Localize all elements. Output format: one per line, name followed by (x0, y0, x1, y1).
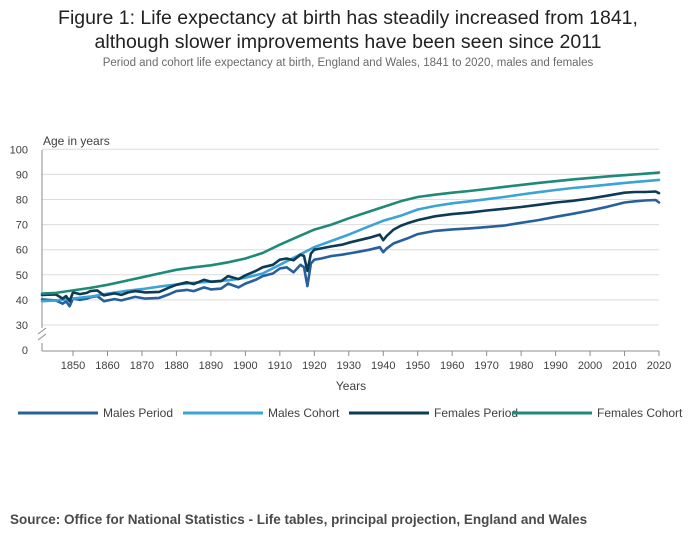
x-tick-label: 1940 (371, 360, 395, 372)
x-tick-label: 1980 (509, 360, 533, 372)
x-tick-label: 1880 (164, 360, 188, 372)
x-axis-ticks: 1850 1860 1870 1880 1890 1900 1910 1920 1930 1940… (61, 351, 671, 372)
y-tick-label: 30 (16, 320, 28, 332)
y-axis-label: Age in years (43, 134, 110, 148)
x-tick-label: 1990 (543, 360, 567, 372)
x-tick-label: 1910 (268, 360, 292, 372)
source-note: Source: Office for National Statistics -… (10, 512, 588, 527)
x-tick-label: 2000 (578, 360, 602, 372)
x-tick-label: 1890 (199, 360, 223, 372)
series-line-females-period (40, 190, 661, 303)
legend-label: Males Period (103, 406, 173, 420)
x-tick-label: 2010 (612, 360, 636, 372)
legend-label: Females Cohort (597, 406, 683, 420)
x-tick-label: 1860 (95, 360, 119, 372)
legend: Males Period Males Cohort Females Period Fe… (18, 406, 683, 420)
x-tick-label: 1930 (337, 360, 361, 372)
x-tick-label: 1900 (233, 360, 257, 372)
axis-break-mark (37, 327, 47, 335)
chart-title-line1: Figure 1: Life expectancy at birth has s… (58, 7, 638, 29)
chart-title-line2: although slower improvements have been s… (94, 31, 602, 53)
x-axis-label: Years (336, 379, 366, 393)
y-tick-label: 50 (16, 270, 28, 282)
y-tick-label: 60 (16, 245, 28, 257)
x-tick-label: 1920 (302, 360, 326, 372)
x-tick-label: 1970 (474, 360, 498, 372)
x-tick-label: 1950 (405, 360, 429, 372)
series-line-females-cohort (40, 171, 661, 295)
series-lines (40, 171, 661, 308)
y-axis-ticks: 0 30 40 50 60 70 80 90 100 (10, 144, 28, 357)
y-tick-label: 0 (22, 345, 28, 357)
legend-label: Females Period (434, 406, 518, 420)
series-line-males-cohort (40, 178, 661, 303)
chart-subtitle: Period and cohort life expectancy at bir… (102, 57, 594, 69)
chart-title: Figure 1: Life expectancy at birth has s… (0, 6, 696, 54)
axis-break-mark (37, 333, 47, 341)
y-tick-label: 70 (16, 220, 28, 232)
x-tick-label: 1960 (440, 360, 464, 372)
series-line-males-period (40, 198, 661, 308)
x-tick-label: 1870 (130, 360, 154, 372)
y-tick-label: 100 (10, 144, 28, 156)
x-tick-label: 2020 (647, 360, 671, 372)
legend-label: Males Cohort (268, 406, 340, 420)
y-tick-label: 90 (16, 169, 28, 181)
x-tick-label: 1850 (61, 360, 85, 372)
y-tick-label: 40 (16, 295, 28, 307)
grid-lines (42, 148, 659, 326)
y-tick-label: 80 (16, 195, 28, 207)
